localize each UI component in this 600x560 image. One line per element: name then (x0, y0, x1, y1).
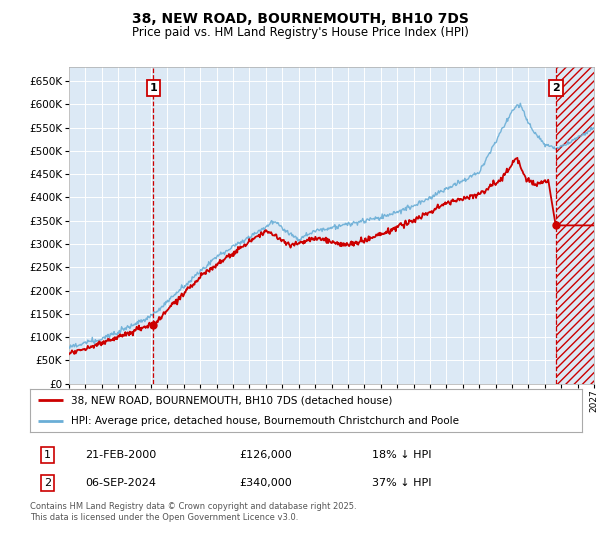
Text: 1: 1 (149, 83, 157, 93)
Text: 06-SEP-2024: 06-SEP-2024 (85, 478, 156, 488)
Text: 38, NEW ROAD, BOURNEMOUTH, BH10 7DS (detached house): 38, NEW ROAD, BOURNEMOUTH, BH10 7DS (det… (71, 395, 393, 405)
Text: 21-FEB-2000: 21-FEB-2000 (85, 450, 157, 460)
Text: HPI: Average price, detached house, Bournemouth Christchurch and Poole: HPI: Average price, detached house, Bour… (71, 416, 460, 426)
Text: 1: 1 (44, 450, 51, 460)
Bar (556, 67, 594, 384)
Text: 2: 2 (44, 478, 51, 488)
Text: £126,000: £126,000 (240, 450, 293, 460)
Text: 37% ↓ HPI: 37% ↓ HPI (372, 478, 432, 488)
Text: £340,000: £340,000 (240, 478, 293, 488)
Text: 38, NEW ROAD, BOURNEMOUTH, BH10 7DS: 38, NEW ROAD, BOURNEMOUTH, BH10 7DS (131, 12, 469, 26)
Text: Contains HM Land Registry data © Crown copyright and database right 2025.
This d: Contains HM Land Registry data © Crown c… (30, 502, 356, 522)
Text: Price paid vs. HM Land Registry's House Price Index (HPI): Price paid vs. HM Land Registry's House … (131, 26, 469, 39)
Text: 2: 2 (552, 83, 560, 93)
Text: 18% ↓ HPI: 18% ↓ HPI (372, 450, 432, 460)
